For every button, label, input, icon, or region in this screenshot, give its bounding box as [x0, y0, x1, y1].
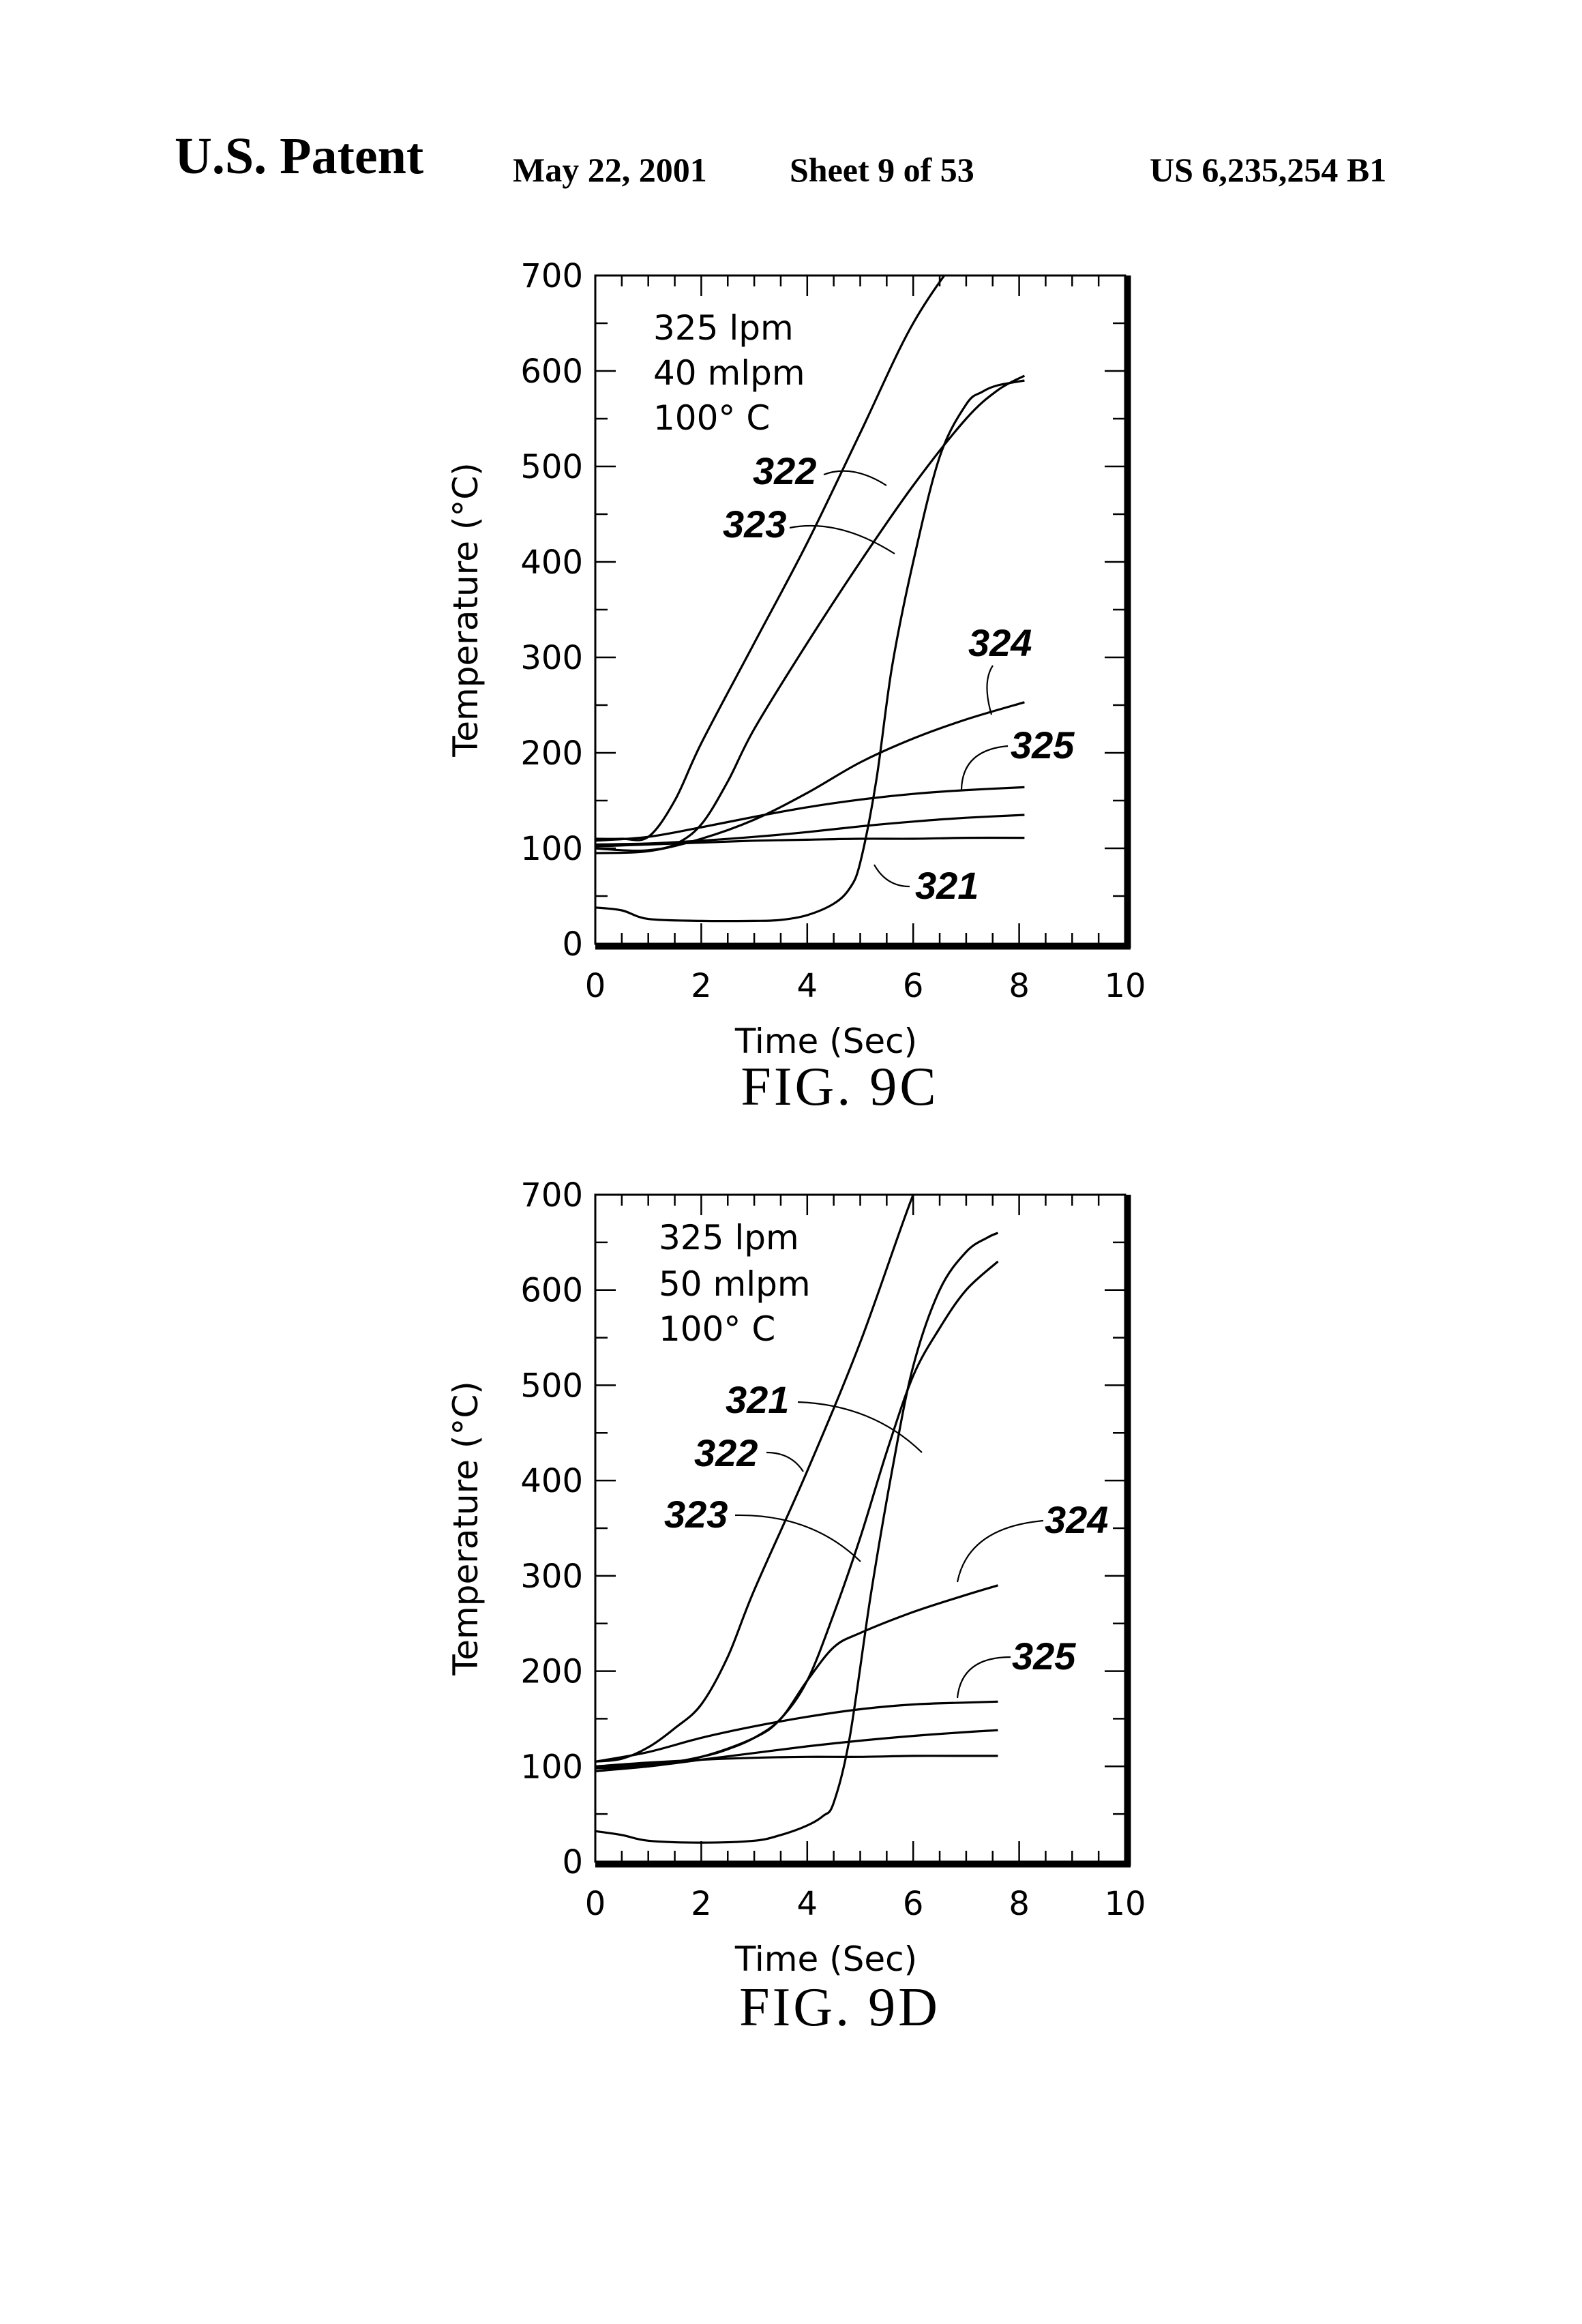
chart2-figure-caption: FIG. 9D	[739, 1978, 940, 2038]
chart1-x-tick-label: 0	[585, 967, 606, 1005]
chart1-y-tick-label: 0	[562, 925, 583, 964]
chart1-condition-text: 325 lpm	[653, 308, 794, 348]
chart2-y-tick-label: 500	[520, 1367, 583, 1405]
chart2-y-tick-label: 100	[520, 1748, 583, 1786]
chart2-y-tick-label: 300	[520, 1558, 583, 1596]
chart2-series-label-324: 324	[1045, 1498, 1108, 1541]
chart2-leader-line-325	[957, 1657, 1011, 1698]
chart1-y-tick-label: 700	[520, 257, 583, 295]
chart2-x-tick-label: 10	[1104, 1885, 1146, 1923]
chart2-leader-line-322	[766, 1452, 803, 1472]
chart1-series-label-321: 321	[915, 864, 979, 907]
chart1-x-tick-label: 2	[691, 967, 712, 1005]
chart1-condition-text: 100° C	[653, 398, 770, 438]
chart2-series-label-321: 321	[726, 1378, 789, 1421]
chart1-series-label-323: 323	[723, 503, 786, 546]
chart1-series-line-323	[595, 376, 1024, 851]
chart2-condition-text: 100° C	[659, 1309, 775, 1349]
chart1-x-tick-label: 10	[1104, 967, 1146, 1005]
chart1-condition-text: 40 mlpm	[653, 353, 805, 393]
chart2-series-label-322: 322	[694, 1431, 758, 1474]
chart1-leader-line-324	[987, 666, 993, 715]
chart1-y-tick-label: 500	[520, 448, 583, 486]
chart2-series-line-323	[595, 1262, 998, 1768]
chart1-x-tick-label: 6	[903, 967, 924, 1005]
chart1-leader-line-321	[874, 865, 910, 887]
chart2-x-tick-label: 4	[797, 1885, 818, 1923]
chart2-y-tick-label: 400	[520, 1462, 583, 1500]
chart2-x-tick-label: 2	[691, 1885, 712, 1923]
chart1-y-axis-label: Temperature (°C)	[446, 462, 486, 758]
chart2-x-tick-label: 0	[585, 1885, 606, 1923]
chart1-y-tick-label: 600	[520, 353, 583, 391]
chart2-condition-text: 325 lpm	[659, 1218, 799, 1257]
chart1-y-tick-label: 300	[520, 639, 583, 677]
chart2-leader-line-323	[735, 1515, 861, 1562]
chart2-x-tick-label: 8	[1009, 1885, 1030, 1923]
chart1-x-tick-label: 4	[797, 967, 818, 1005]
chart2-y-tick-label: 0	[562, 1843, 583, 1881]
chart2-y-tick-label: 700	[520, 1176, 583, 1215]
chart1-figure-caption: FIG. 9C	[741, 1057, 938, 1117]
chart1-series-label-325: 325	[1011, 724, 1075, 766]
chart1-x-tick-label: 8	[1009, 967, 1030, 1005]
chart2-y-axis-label: Temperature (°C)	[446, 1381, 486, 1676]
chart2-x-tick-label: 6	[903, 1885, 924, 1923]
chart2-condition-text: 50 mlpm	[659, 1264, 811, 1304]
chart1-y-tick-label: 400	[520, 543, 583, 582]
chart2-series-line-324	[595, 1585, 998, 1767]
chart1-leader-line-322	[824, 471, 886, 486]
chart1-y-tick-label: 200	[520, 734, 583, 773]
chart2-y-tick-label: 200	[520, 1653, 583, 1691]
chart1-x-axis-label: Time (Sec)	[734, 1022, 917, 1061]
chart1-y-tick-label: 100	[520, 830, 583, 868]
chart2-x-axis-label: Time (Sec)	[734, 1939, 917, 1979]
chart1-series-label-324: 324	[968, 621, 1032, 664]
chart1-leader-line-325	[961, 746, 1008, 791]
chart2-series-line-325	[595, 1701, 998, 1761]
chart2-series-label-323: 323	[664, 1493, 728, 1536]
chart2-series-label-325: 325	[1012, 1635, 1076, 1678]
chart1-leader-line-323	[790, 526, 895, 554]
chart2-y-tick-label: 600	[520, 1272, 583, 1310]
chart2-leader-line-324	[957, 1521, 1043, 1582]
chart1-series-label-322: 322	[753, 449, 816, 492]
chart1-series-line-324	[595, 702, 1024, 853]
